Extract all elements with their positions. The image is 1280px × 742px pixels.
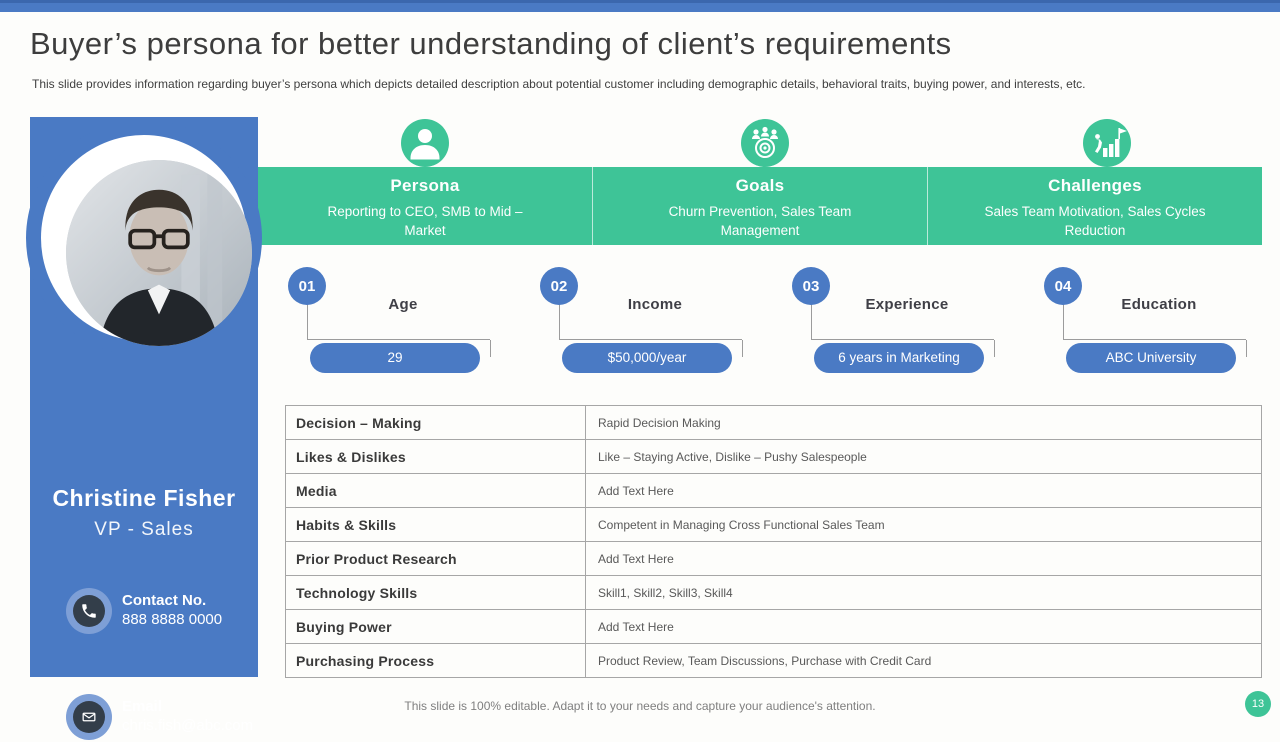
stat-value-pill: 6 years in Marketing	[814, 343, 984, 373]
row-value: Competent in Managing Cross Functional S…	[585, 507, 1262, 542]
row-value: Skill1, Skill2, Skill3, Skill4	[585, 575, 1262, 610]
profile-role: VP - Sales	[94, 519, 194, 540]
challenges-icon	[1083, 119, 1131, 167]
connector-line	[811, 304, 994, 340]
page-number-badge: 13	[1245, 691, 1271, 717]
table-row: Purchasing Process Product Review, Team …	[285, 643, 1262, 678]
row-label: Prior Product Research	[285, 541, 586, 576]
goals-icon	[741, 119, 789, 167]
stat-value-pill: ABC University	[1066, 343, 1236, 373]
attribute-title: Challenges	[1048, 176, 1142, 195]
stat-label: Age	[388, 296, 418, 313]
stat-label: Education	[1121, 296, 1197, 313]
profile-name: Christine Fisher	[52, 485, 236, 511]
page-subtitle: This slide provides information regardin…	[32, 77, 1086, 91]
stat-number-badge: 01	[288, 267, 326, 305]
attribute-title: Persona	[390, 176, 460, 195]
row-label: Media	[285, 473, 586, 508]
stat-age: 01 Age 29	[288, 267, 500, 382]
attribute-desc: Reporting to CEO, SMB to Mid – Market	[327, 204, 523, 238]
connector-line	[307, 304, 490, 340]
attribute-persona: Persona Reporting to CEO, SMB to Mid – M…	[258, 167, 592, 245]
row-value: Add Text Here	[585, 541, 1262, 576]
row-value: Add Text Here	[585, 609, 1262, 644]
connector-line	[742, 340, 743, 357]
phone-icon	[66, 588, 112, 634]
stat-number-badge: 04	[1044, 267, 1082, 305]
attribute-challenges: Challenges Sales Team Motivation, Sales …	[927, 167, 1262, 245]
persona-icon	[401, 119, 449, 167]
table-row: Buying Power Add Text Here	[285, 609, 1262, 644]
row-value: Product Review, Team Discussions, Purcha…	[585, 643, 1262, 678]
attribute-title: Goals	[735, 176, 785, 195]
attributes-band: Persona Reporting to CEO, SMB to Mid – M…	[258, 167, 1262, 245]
stat-value-pill: 29	[310, 343, 480, 373]
row-value: Like – Staying Active, Dislike – Pushy S…	[585, 439, 1262, 474]
row-value: Rapid Decision Making	[585, 405, 1262, 440]
contact-row: Contact No. 888 8888 0000	[66, 588, 256, 636]
stat-income: 02 Income $50,000/year	[540, 267, 752, 382]
stat-label: Experience	[865, 296, 949, 313]
connector-line	[559, 304, 742, 340]
contact-value: 888 8888 0000	[122, 611, 223, 628]
row-label: Purchasing Process	[285, 643, 586, 678]
stat-label: Income	[627, 296, 683, 313]
row-value: Add Text Here	[585, 473, 1262, 508]
attribute-desc: Sales Team Motivation, Sales Cycles Redu…	[984, 204, 1206, 238]
stat-number-badge: 03	[792, 267, 830, 305]
persona-details-table: Decision – Making Rapid Decision Making …	[285, 405, 1262, 678]
page-title: Buyer’s persona for better understanding…	[30, 26, 952, 61]
row-label: Habits & Skills	[285, 507, 586, 542]
table-row: Media Add Text Here	[285, 473, 1262, 508]
connector-line	[490, 340, 491, 357]
row-label: Technology Skills	[285, 575, 586, 610]
row-label: Decision – Making	[285, 405, 586, 440]
connector-line	[1246, 340, 1247, 357]
table-row: Decision – Making Rapid Decision Making	[285, 405, 1262, 440]
email-label: Email	[122, 698, 163, 715]
profile-photo-frame	[26, 120, 262, 356]
top-accent-bar	[0, 0, 1280, 12]
attribute-desc: Churn Prevention, Sales Team Management	[668, 204, 852, 238]
stat-number-badge: 02	[540, 267, 578, 305]
stat-experience: 03 Experience 6 years in Marketing	[792, 267, 1004, 382]
stat-education: 04 Education ABC University	[1044, 267, 1256, 382]
contact-label: Contact No.	[122, 592, 207, 609]
table-row: Habits & Skills Competent in Managing Cr…	[285, 507, 1262, 542]
connector-line	[994, 340, 995, 357]
table-row: Prior Product Research Add Text Here	[285, 541, 1262, 576]
avatar	[66, 160, 252, 346]
table-row: Technology Skills Skill1, Skill2, Skill3…	[285, 575, 1262, 610]
row-label: Likes & Dislikes	[285, 439, 586, 474]
connector-line	[1063, 304, 1246, 340]
attribute-goals: Goals Churn Prevention, Sales Team Manag…	[592, 167, 927, 245]
stat-value-pill: $50,000/year	[562, 343, 732, 373]
table-row: Likes & Dislikes Like – Staying Active, …	[285, 439, 1262, 474]
footer-note: This slide is 100% editable. Adapt it to…	[404, 699, 876, 713]
profile-photo-ring	[41, 135, 252, 346]
row-label: Buying Power	[285, 609, 586, 644]
